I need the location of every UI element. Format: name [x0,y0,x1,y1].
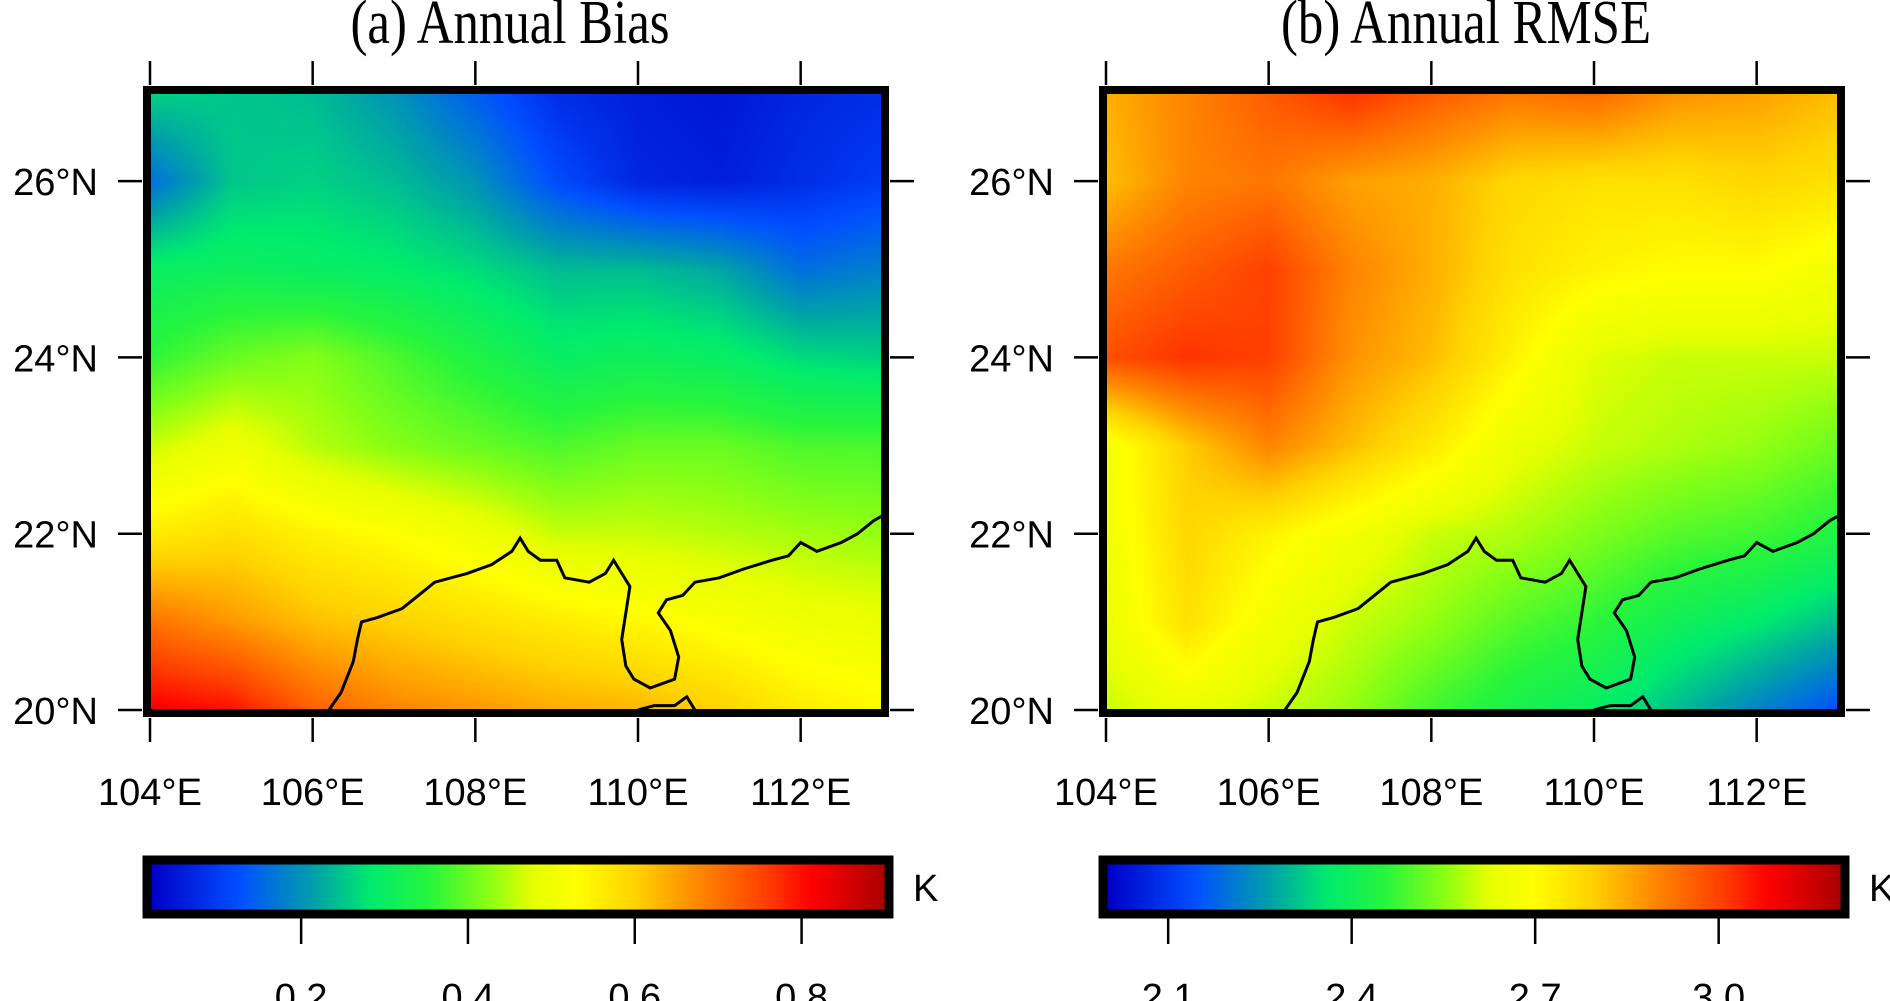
panel-b-heatmap [1106,93,1838,710]
colorbar-tick-label: 0.8 [775,977,828,1001]
coastline [327,514,883,711]
x-tick-label: 110°E [1543,772,1644,814]
x-tick-label: 106°E [1217,772,1321,814]
x-tick-label: 108°E [1379,772,1483,814]
colorbar-tick-label: 0.6 [608,977,661,1001]
colorbar-frame [1098,855,1850,919]
panel-a-heatmap [150,93,882,710]
x-tick-label: 112°E [1706,772,1807,814]
panel-a: 104°E 106°E 108°E 110°E 112°E 20°N 22°N 24°N 26°… [13,61,938,1001]
y-tick-label: 24°N [969,338,1054,380]
coastline [1283,514,1839,711]
colorbar-tick-label: 2.4 [1325,977,1378,1001]
colorbar-frame [142,855,894,919]
colorbar-tick-label: 2.1 [1142,977,1195,1001]
hainan-coastline [637,694,697,712]
panel-b: 104°E 106°E 108°E 110°E 112°E 20°N 22°N 24°N 26°… [969,61,1890,1001]
y-tick-label: 24°N [13,338,98,380]
x-tick-label: 104°E [98,772,202,814]
colorbar-tick-label: 0.2 [275,977,328,1001]
y-tick-label: 22°N [13,515,98,557]
x-tick-label: 112°E [750,772,851,814]
panel-a-title: (a) Annual Bias [350,0,670,57]
colorbar-unit: K [913,868,938,910]
colorbar-tick-label: 3.0 [1692,977,1745,1001]
hainan-coastline [1593,694,1653,712]
y-tick-label: 26°N [969,162,1054,204]
panel-b-title: (b) Annual RMSE [1280,0,1652,57]
map-frame [143,86,889,717]
y-tick-label: 22°N [969,515,1054,557]
x-tick-label: 104°E [1054,772,1158,814]
y-tick-label: 20°N [969,691,1054,733]
colorbar-tick-label: 0.4 [442,977,495,1001]
colorbar-unit: K [1869,868,1890,910]
y-tick-label: 26°N [13,162,98,204]
panel-b-colorbar-gradient [1107,864,1841,910]
map-frame [1099,86,1845,717]
colorbar-tick-label: 2.7 [1509,977,1562,1001]
x-tick-label: 108°E [423,772,527,814]
x-tick-label: 110°E [587,772,688,814]
panel-a-colorbar-gradient [151,864,885,910]
y-tick-label: 20°N [13,691,98,733]
x-tick-label: 106°E [261,772,365,814]
